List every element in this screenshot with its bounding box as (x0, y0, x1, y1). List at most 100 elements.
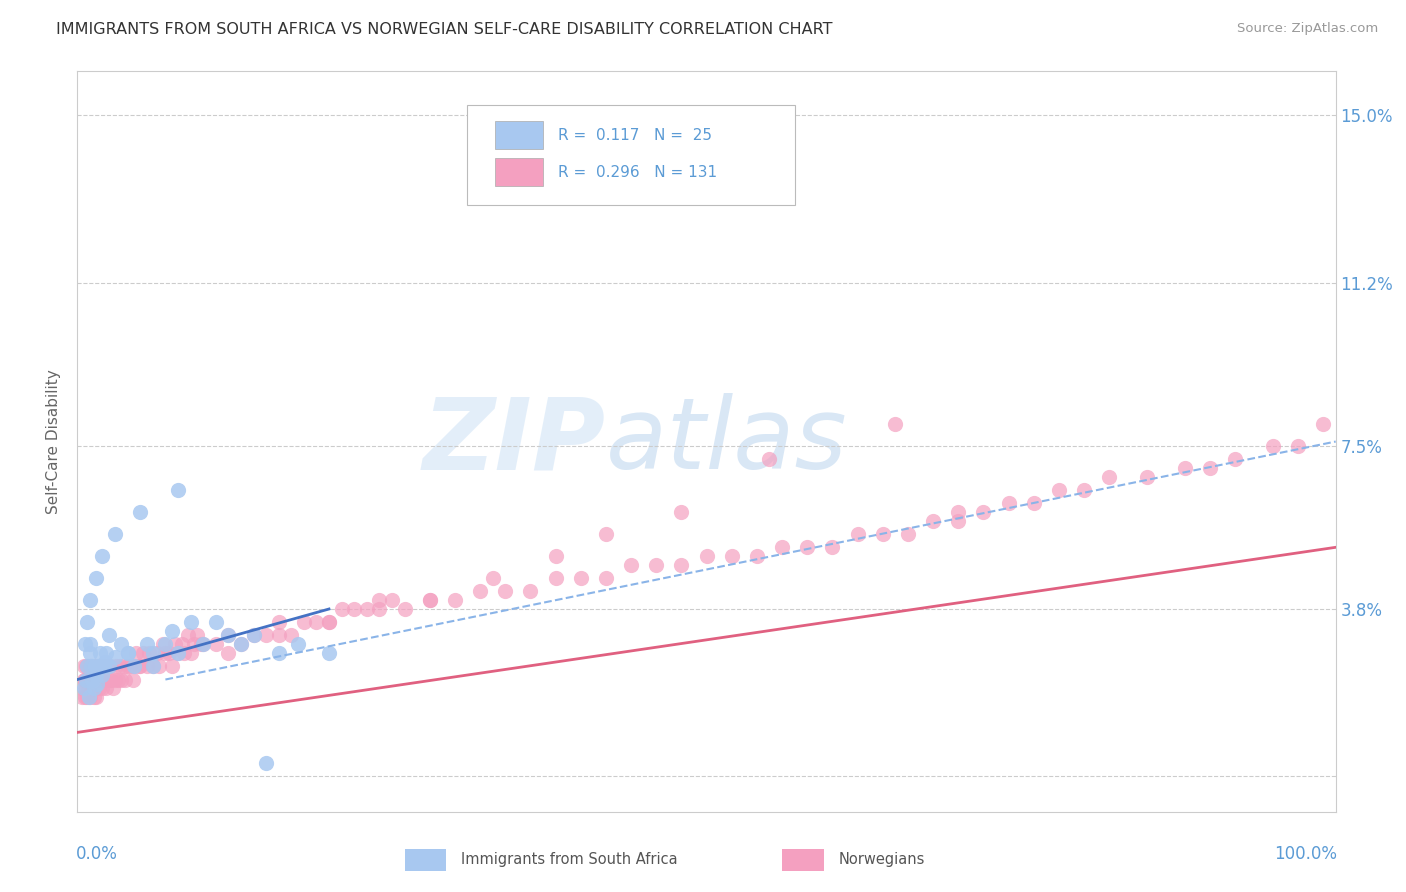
Point (79, 646, 101, 660)
Point (100, 673, 122, 687)
Point (76, 690, 98, 705)
Point (1174, 461, 1197, 475)
Point (121, 673, 143, 687)
Point (569, 571, 592, 585)
Point (167, 646, 190, 660)
FancyBboxPatch shape (495, 158, 543, 186)
Point (444, 593, 467, 607)
Point (93, 659, 115, 673)
Point (122, 659, 145, 673)
Point (191, 637, 215, 651)
Point (1098, 470, 1121, 484)
Point (117, 646, 139, 660)
Point (972, 505, 994, 519)
Point (872, 527, 894, 541)
Point (84, 673, 107, 687)
Point (160, 659, 183, 673)
Point (419, 593, 441, 607)
Point (997, 496, 1019, 510)
Point (138, 646, 160, 660)
Point (381, 593, 404, 607)
Point (1223, 452, 1246, 467)
FancyBboxPatch shape (405, 849, 446, 871)
Point (229, 637, 252, 651)
Point (83, 681, 105, 696)
Point (242, 628, 264, 642)
Point (696, 549, 718, 563)
Point (76, 659, 98, 673)
Point (167, 646, 190, 660)
Point (97, 673, 120, 687)
Point (217, 628, 239, 642)
Point (75, 681, 97, 696)
Point (104, 650, 127, 665)
Point (89, 659, 111, 673)
Point (135, 659, 157, 673)
Point (1286, 439, 1309, 453)
Point (186, 628, 208, 642)
FancyBboxPatch shape (782, 849, 824, 871)
Point (93, 673, 115, 687)
Point (94, 655, 117, 669)
Point (180, 646, 202, 660)
Point (104, 673, 127, 687)
Point (217, 628, 239, 642)
Point (267, 628, 290, 642)
Point (1261, 439, 1284, 453)
Point (229, 637, 252, 651)
Point (73, 690, 96, 705)
Point (821, 541, 844, 555)
Point (671, 505, 693, 519)
Point (148, 659, 170, 673)
Point (97, 628, 120, 642)
Point (117, 659, 139, 673)
Point (79, 593, 101, 607)
Point (191, 637, 215, 651)
Point (72, 673, 94, 687)
Point (82, 673, 104, 687)
Point (90, 673, 112, 687)
Point (84, 659, 107, 673)
Text: Norwegians: Norwegians (838, 853, 925, 867)
Point (177, 628, 200, 642)
Point (76, 615, 98, 630)
Point (796, 541, 818, 555)
Text: R =  0.296   N = 131: R = 0.296 N = 131 (558, 164, 717, 179)
Point (96, 646, 118, 660)
Point (83, 659, 105, 673)
Point (167, 483, 190, 497)
Point (160, 624, 183, 638)
Point (142, 646, 165, 660)
Point (86, 673, 108, 687)
Point (254, 756, 277, 771)
Point (112, 659, 135, 673)
Point (79, 690, 101, 705)
Point (125, 646, 148, 660)
Point (80, 659, 103, 673)
Point (110, 673, 132, 687)
Point (368, 593, 391, 607)
Point (75, 659, 97, 673)
Point (73, 673, 96, 687)
Point (91, 668, 114, 682)
Point (84, 690, 107, 705)
Point (368, 602, 391, 616)
Point (77, 681, 100, 696)
Point (242, 628, 264, 642)
Point (190, 637, 212, 651)
Point (671, 558, 693, 572)
Point (120, 659, 142, 673)
Point (79, 673, 101, 687)
Point (117, 646, 139, 660)
Point (75, 673, 97, 687)
Point (292, 615, 315, 630)
Point (468, 584, 491, 599)
Text: Immigrants from South Africa: Immigrants from South Africa (461, 853, 678, 867)
Point (318, 646, 340, 660)
Point (87, 681, 110, 696)
Point (1312, 417, 1334, 431)
Point (96, 681, 118, 696)
Point (80, 659, 103, 673)
Point (91, 681, 114, 696)
Point (84, 659, 107, 673)
